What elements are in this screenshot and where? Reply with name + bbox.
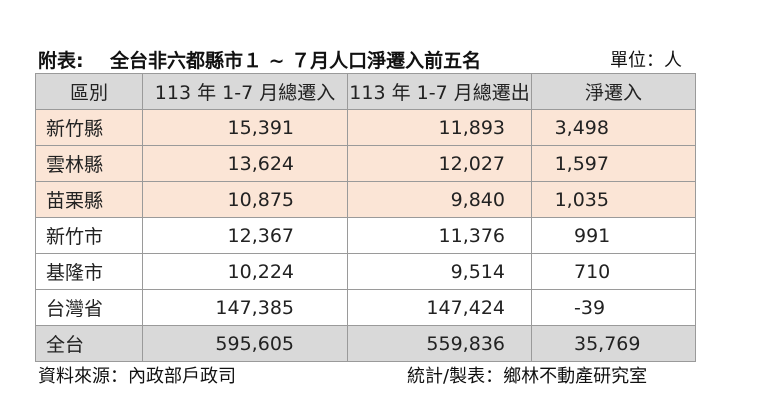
region-cell: 新竹市 bbox=[35, 217, 143, 254]
table-row-total: 全台 595,605 559,836 35,769 bbox=[35, 325, 696, 362]
total-out-cell: 559,836 bbox=[347, 325, 532, 362]
region-cell: 苗栗縣 bbox=[35, 181, 143, 218]
total-out-cell: 9,514 bbox=[347, 253, 532, 290]
net-in-cell: 710 bbox=[531, 253, 696, 290]
net-in-cell: -39 bbox=[531, 289, 696, 326]
total-out-cell: 11,376 bbox=[347, 217, 532, 254]
total-in-cell: 15,391 bbox=[142, 109, 348, 146]
credit-note: 統計/製表：鄉林不動產研究室 bbox=[407, 366, 648, 387]
header-region: 區別 bbox=[35, 73, 143, 110]
header-total-in: 113 年 1-7 月總遷入 bbox=[142, 73, 348, 110]
region-cell: 台灣省 bbox=[35, 289, 143, 326]
table-title: 全台非六都縣市１ ~ ７月人口淨遷入前五名 bbox=[110, 50, 482, 72]
total-in-cell: 12,367 bbox=[142, 217, 348, 254]
table-row: 台灣省 147,385 147,424 -39 bbox=[35, 289, 696, 326]
table-row: 基隆市 10,224 9,514 710 bbox=[35, 253, 696, 290]
total-in-cell: 10,224 bbox=[142, 253, 348, 290]
net-in-cell: 35,769 bbox=[531, 325, 696, 362]
header-row: 區別 113 年 1-7 月總遷入 113 年 1-7 月總遷出 淨遷入 bbox=[35, 73, 696, 110]
net-in-cell: 1,597 bbox=[531, 145, 696, 182]
total-out-cell: 12,027 bbox=[347, 145, 532, 182]
total-out-cell: 9,840 bbox=[347, 181, 532, 218]
table-row: 苗栗縣 10,875 9,840 1,035 bbox=[35, 181, 696, 218]
source-note: 資料來源：內政部戶政司 bbox=[38, 366, 236, 387]
total-in-cell: 13,624 bbox=[142, 145, 348, 182]
table-row: 新竹縣 15,391 11,893 3,498 bbox=[35, 109, 696, 146]
total-out-cell: 11,893 bbox=[347, 109, 532, 146]
net-in-cell: 1,035 bbox=[531, 181, 696, 218]
net-in-cell: 991 bbox=[531, 217, 696, 254]
table-row: 雲林縣 13,624 12,027 1,597 bbox=[35, 145, 696, 182]
table-title-row: 附表: 全台非六都縣市１ ~ ７月人口淨遷入前五名 單位：人 bbox=[38, 44, 694, 72]
header-net-in: 淨遷入 bbox=[531, 73, 696, 110]
table-row: 新竹市 12,367 11,376 991 bbox=[35, 217, 696, 254]
total-out-cell: 147,424 bbox=[347, 289, 532, 326]
net-in-cell: 3,498 bbox=[531, 109, 696, 146]
region-cell: 基隆市 bbox=[35, 253, 143, 290]
unit-label: 單位：人 bbox=[610, 50, 682, 71]
total-in-cell: 10,875 bbox=[142, 181, 348, 218]
total-in-cell: 147,385 bbox=[142, 289, 348, 326]
region-cell: 新竹縣 bbox=[35, 109, 143, 146]
title-prefix: 附表: bbox=[38, 50, 84, 72]
region-cell: 全台 bbox=[35, 325, 143, 362]
header-total-out: 113 年 1-7 月總遷出 bbox=[347, 73, 532, 110]
migration-table: 區別 113 年 1-7 月總遷入 113 年 1-7 月總遷出 淨遷入 新竹縣… bbox=[35, 73, 696, 362]
total-in-cell: 595,605 bbox=[142, 325, 348, 362]
region-cell: 雲林縣 bbox=[35, 145, 143, 182]
